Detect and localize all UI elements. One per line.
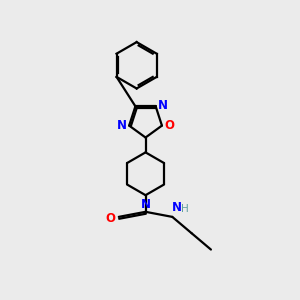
- Text: O: O: [164, 119, 174, 132]
- Text: N: N: [117, 119, 127, 132]
- Text: O: O: [106, 212, 116, 225]
- Text: N: N: [158, 99, 168, 112]
- Text: N: N: [140, 198, 151, 211]
- Text: N: N: [172, 201, 182, 214]
- Text: H: H: [181, 204, 189, 214]
